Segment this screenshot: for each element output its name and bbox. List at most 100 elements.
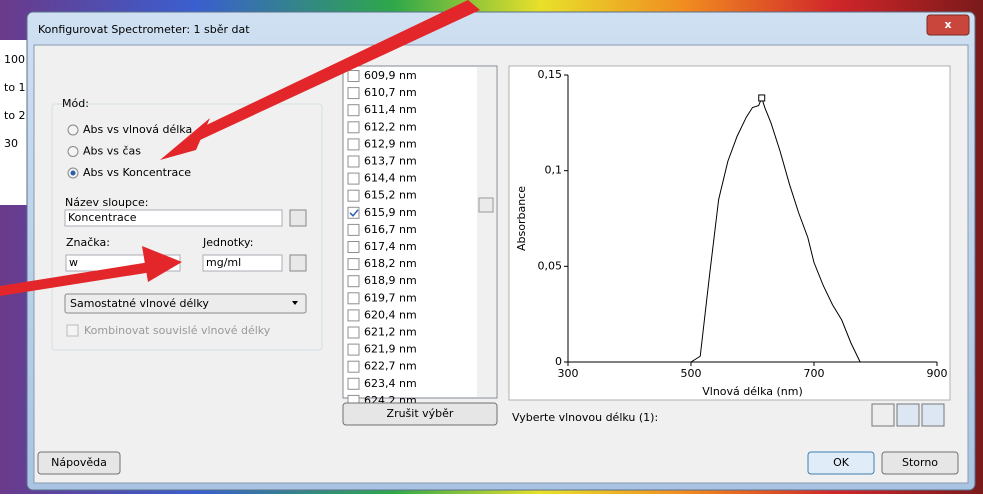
column-label: Název sloupce: [65,196,149,209]
list-item: 610,7 nm [364,86,417,99]
list-checkbox[interactable] [347,206,360,219]
clear-button-text: Zrušit výběr [387,407,454,420]
font-button[interactable] [871,403,895,427]
zoom-out-button[interactable] [921,403,945,427]
list-item: 623,4 nm [364,377,417,390]
x-tick-label: 500 [681,367,702,380]
list-checkbox[interactable] [347,172,360,185]
radio-label: Abs vs Koncentrace [83,166,191,179]
mode-label: Mód: [62,97,89,110]
check-mark [349,209,359,217]
arrows [0,0,480,296]
list-checkbox[interactable] [347,377,360,390]
y-tick-label: 0,15 [538,68,563,81]
list-scrollbar[interactable] [477,67,496,397]
dialog-title: Konfigurovat Spectrometer: 1 sběr dat [38,23,250,36]
scroll-thumb[interactable] [478,197,494,213]
arrow-shaft [0,262,152,296]
list-item: 619,7 nm [364,291,417,304]
help-button[interactable] [37,451,121,475]
combine-checkbox[interactable] [66,324,79,337]
x-tick-label: 700 [804,367,825,380]
list-item: 620,4 nm [364,308,417,321]
bg-window [0,40,30,205]
clear-button[interactable] [342,402,498,426]
radio-label: Abs vs vlnová délka [83,123,192,136]
help-text: Nápověda [51,456,107,469]
ok-button[interactable] [807,451,875,475]
mode-group [51,103,323,351]
list-checkbox[interactable] [347,87,360,100]
chart-panel [508,65,951,401]
data-line [617,96,861,363]
list-checkbox[interactable] [347,223,360,236]
list-checkbox[interactable] [347,309,360,322]
list-checkbox[interactable] [347,275,360,288]
arrow-head [160,118,210,160]
column-value: Koncentrace [68,211,137,224]
list-item: 621,2 nm [364,326,417,339]
list-item: 611,4 nm [364,103,417,116]
radio-label: Abs vs čas [83,145,141,158]
combine-label: Kombinovat souvislé vlnové délky [84,324,271,337]
radio[interactable] [67,124,79,136]
list-checkbox[interactable] [347,292,360,305]
list-item: 618,2 nm [364,257,417,270]
list-checkbox[interactable] [347,121,360,134]
list-item: 613,7 nm [364,155,417,168]
list-checkbox[interactable] [347,70,360,82]
column-menu[interactable] [289,209,307,227]
list-checkbox[interactable] [347,138,360,151]
status: Vyberte vlnovou délku (1): [512,411,658,424]
bg-fragment: 30 [4,137,18,150]
list-checkbox[interactable] [347,343,360,356]
list-item: 614,4 nm [364,172,417,185]
list-checkbox[interactable] [347,258,360,271]
arrow-shaft [196,0,480,140]
dropdown-arrow [292,301,298,305]
column-input[interactable] [64,209,283,227]
zoom-in-button[interactable] [896,403,920,427]
radio-dot [70,170,76,176]
list-item: 616,7 nm [364,223,417,236]
list-checkbox[interactable] [347,241,360,253]
wavelength-list [342,65,498,399]
ok-text: OK [833,456,850,469]
list-item: 612,2 nm [364,120,417,133]
y-axis-label: Absorbance [515,186,528,251]
cancel-button[interactable] [881,451,959,475]
x-axis-label: Vlnová délka (nm) [702,385,803,398]
arrow-head [142,246,182,282]
x-tick-label: 900 [927,367,948,380]
list-checkbox[interactable] [347,155,360,168]
bg-fragment: to 1 [4,81,26,94]
list-item: 615,2 nm [364,189,417,202]
list-checkbox[interactable] [347,360,360,373]
selected-marker [758,94,766,102]
list-item: 612,9 nm [364,137,417,150]
list-item: 622,7 nm [364,360,417,373]
list-checkbox[interactable] [347,189,360,202]
list-item: 621,9 nm [364,343,417,356]
list-item: 615,9 nm [364,206,417,219]
x-tick-label: 300 [558,367,579,380]
list-item: 617,4 nm [364,240,417,253]
cancel-text: Storno [902,456,938,469]
units-menu[interactable] [289,254,307,272]
list-item: 609,9 nm [364,69,417,82]
units-input[interactable] [202,254,283,272]
close-icon: x [944,18,951,31]
y-tick-label: 0,05 [538,259,563,272]
bg-fragment: 100 [4,53,25,66]
wavelength-mode-select[interactable] [64,293,307,314]
y-tick-label: 0,1 [545,164,563,177]
wavelength-mode: Samostatné vlnové délky [70,297,209,310]
bg-fragment: to 2 [4,109,26,122]
y-tick-label: 0 [555,355,562,368]
radio[interactable] [67,146,79,157]
list-checkbox[interactable] [347,326,360,339]
list-checkbox[interactable] [347,104,360,117]
close-button[interactable] [926,14,970,36]
